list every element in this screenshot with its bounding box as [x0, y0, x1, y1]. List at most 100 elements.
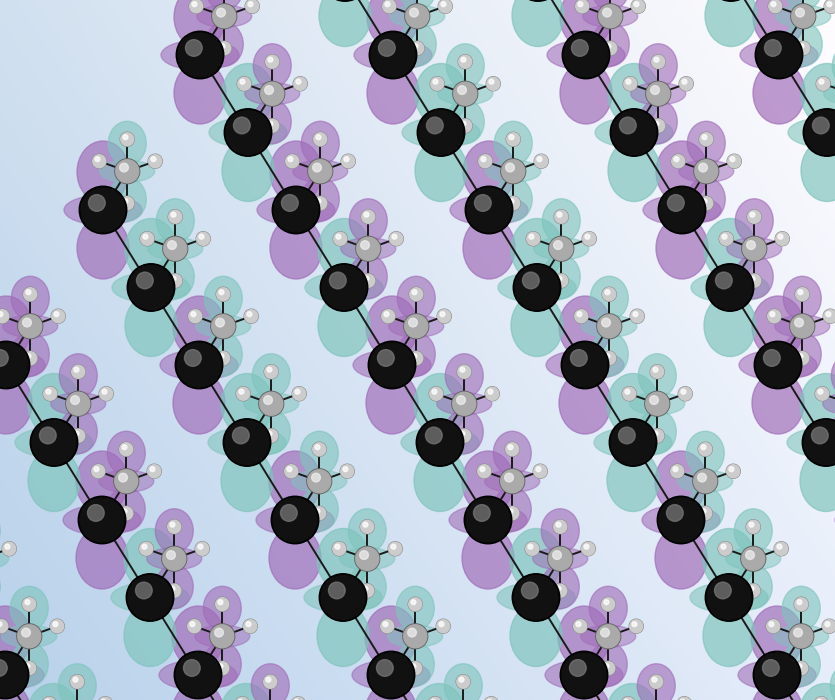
Ellipse shape — [156, 255, 195, 299]
Circle shape — [805, 111, 835, 155]
Circle shape — [210, 624, 235, 649]
Ellipse shape — [726, 547, 781, 570]
Ellipse shape — [510, 528, 562, 591]
Circle shape — [799, 43, 804, 48]
Ellipse shape — [497, 582, 575, 612]
Ellipse shape — [450, 195, 528, 225]
Circle shape — [332, 542, 347, 556]
Circle shape — [185, 349, 201, 366]
Circle shape — [804, 421, 835, 465]
Ellipse shape — [64, 195, 142, 225]
Circle shape — [574, 620, 587, 634]
Circle shape — [575, 0, 590, 13]
Ellipse shape — [397, 332, 435, 376]
Ellipse shape — [148, 238, 203, 260]
Circle shape — [413, 43, 418, 48]
Circle shape — [409, 287, 423, 301]
Circle shape — [405, 315, 428, 338]
Circle shape — [708, 265, 752, 309]
Circle shape — [309, 160, 331, 183]
Circle shape — [71, 395, 79, 405]
Circle shape — [478, 155, 492, 168]
Circle shape — [313, 507, 326, 519]
Ellipse shape — [547, 40, 625, 70]
Circle shape — [385, 1, 390, 6]
Ellipse shape — [195, 315, 250, 337]
Circle shape — [223, 419, 271, 466]
Circle shape — [360, 584, 374, 598]
Circle shape — [369, 653, 413, 697]
Ellipse shape — [494, 121, 532, 165]
Circle shape — [167, 519, 181, 534]
Circle shape — [488, 389, 493, 394]
Circle shape — [774, 542, 788, 556]
Circle shape — [650, 428, 665, 443]
Circle shape — [706, 264, 754, 312]
Circle shape — [795, 598, 807, 610]
Ellipse shape — [124, 528, 176, 591]
Circle shape — [342, 155, 355, 168]
Circle shape — [272, 186, 320, 234]
Circle shape — [816, 387, 829, 400]
Circle shape — [382, 0, 396, 13]
Circle shape — [599, 5, 622, 28]
Circle shape — [23, 662, 36, 675]
Circle shape — [377, 349, 394, 366]
Circle shape — [822, 620, 835, 633]
Circle shape — [427, 117, 443, 134]
Circle shape — [237, 77, 251, 91]
Circle shape — [377, 659, 393, 676]
Circle shape — [652, 55, 665, 69]
Circle shape — [458, 119, 472, 132]
Circle shape — [702, 134, 707, 139]
Ellipse shape — [800, 449, 835, 512]
Circle shape — [748, 210, 761, 223]
Ellipse shape — [800, 374, 835, 435]
Circle shape — [151, 157, 156, 162]
Circle shape — [364, 212, 369, 217]
Circle shape — [266, 55, 279, 69]
Ellipse shape — [353, 350, 431, 380]
Ellipse shape — [582, 315, 637, 337]
Circle shape — [342, 154, 355, 168]
Circle shape — [431, 77, 443, 90]
Circle shape — [756, 343, 800, 387]
Circle shape — [633, 312, 638, 316]
Circle shape — [486, 387, 498, 400]
Circle shape — [827, 1, 832, 6]
Circle shape — [755, 653, 799, 697]
Circle shape — [199, 234, 204, 239]
Circle shape — [190, 622, 195, 626]
Circle shape — [135, 582, 152, 598]
Circle shape — [356, 547, 379, 570]
Circle shape — [210, 314, 235, 339]
Circle shape — [116, 160, 139, 183]
Ellipse shape — [686, 487, 724, 531]
Circle shape — [265, 365, 278, 378]
Circle shape — [314, 133, 326, 146]
Circle shape — [217, 288, 230, 301]
Circle shape — [123, 199, 128, 204]
Ellipse shape — [606, 683, 658, 700]
Circle shape — [671, 155, 685, 168]
Circle shape — [168, 274, 182, 288]
Circle shape — [198, 544, 203, 549]
Circle shape — [631, 0, 645, 13]
Circle shape — [603, 41, 617, 55]
Circle shape — [605, 290, 610, 295]
Ellipse shape — [301, 431, 338, 475]
Ellipse shape — [203, 643, 241, 686]
Circle shape — [177, 343, 221, 387]
Circle shape — [506, 163, 514, 172]
Circle shape — [411, 664, 416, 668]
Circle shape — [514, 264, 561, 312]
Ellipse shape — [595, 118, 673, 148]
Ellipse shape — [753, 62, 805, 124]
Circle shape — [602, 351, 616, 365]
Circle shape — [360, 519, 374, 534]
Circle shape — [715, 582, 731, 598]
Circle shape — [630, 309, 645, 323]
Ellipse shape — [560, 0, 612, 48]
Circle shape — [671, 464, 684, 478]
Circle shape — [460, 431, 465, 436]
